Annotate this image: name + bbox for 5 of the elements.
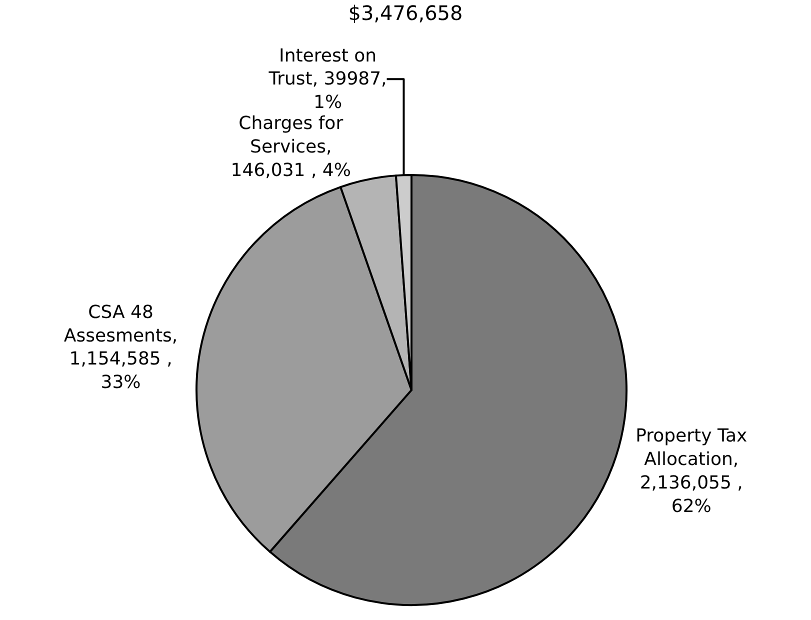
slice-label: Property Tax Allocation, 2,136,055 , 62% xyxy=(636,426,748,517)
chart-title: $3,476,658 xyxy=(348,1,463,26)
slice-label: Charges for Services, 146,031 , 4% xyxy=(230,113,351,181)
slice-label: CSA 48 Assesments, 1,154,585 , 33% xyxy=(64,302,178,394)
slice-label: Interest on Trust, 39987, 1% xyxy=(268,45,387,114)
